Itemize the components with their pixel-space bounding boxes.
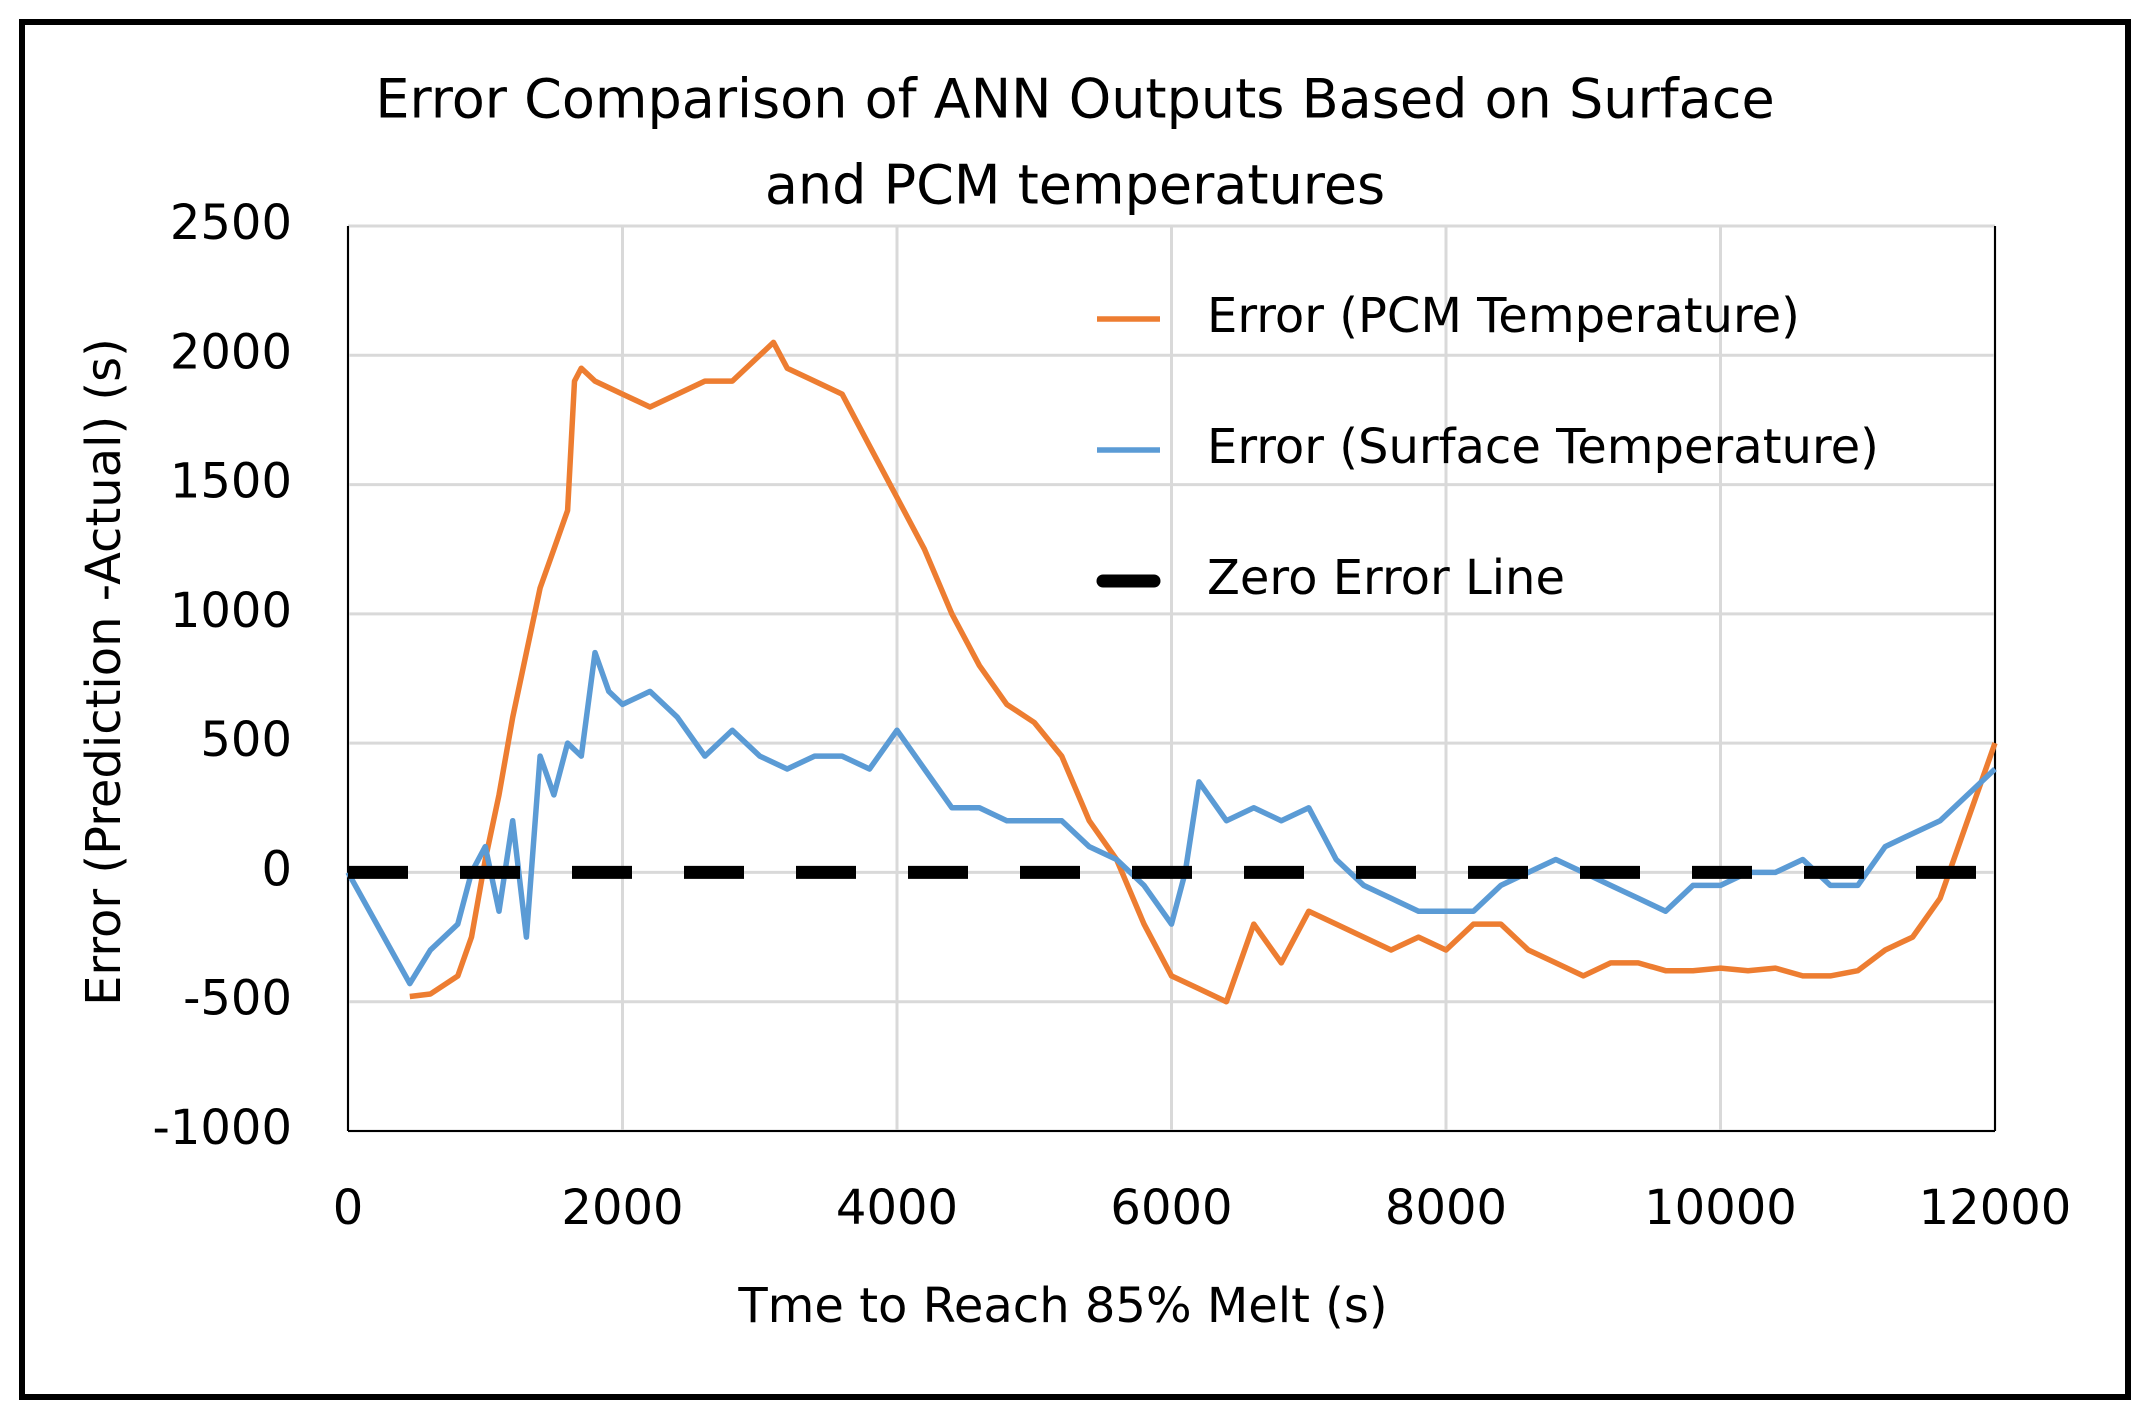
y-tick-label: 1500 xyxy=(170,454,292,510)
x-tick-label: 6000 xyxy=(1110,1180,1232,1236)
y-tick-label: 2500 xyxy=(170,195,292,251)
x-tick-label: 2000 xyxy=(561,1180,683,1236)
frame xyxy=(19,19,2131,1400)
y-tick-label: 1000 xyxy=(170,583,292,639)
x-axis-label: Tme to Reach 85% Melt (s) xyxy=(737,1278,1387,1334)
x-tick-label: 4000 xyxy=(836,1180,958,1236)
series-line xyxy=(409,339,1998,1005)
series-line xyxy=(345,649,1997,987)
x-tick-label: 12000 xyxy=(1919,1180,2072,1236)
y-tick-label: 2000 xyxy=(170,324,292,380)
x-tick-label: 10000 xyxy=(1644,1180,1797,1236)
y-tick-label: -500 xyxy=(183,971,292,1027)
y-tick-label: -1000 xyxy=(153,1100,292,1156)
y-tick-label: 500 xyxy=(200,712,292,768)
legend-label: Zero Error Line xyxy=(1207,550,1565,606)
y-tick-label: 0 xyxy=(261,841,292,897)
y-axis-label: Error (Prediction -Actual) (s) xyxy=(76,338,132,1006)
chart-title: and PCM temperatures xyxy=(765,154,1385,217)
legend-label: Error (PCM Temperature) xyxy=(1207,288,1800,344)
x-tick-label: 0 xyxy=(333,1180,364,1236)
chart-title: Error Comparison of ANN Outputs Based on… xyxy=(375,68,1774,131)
x-tick-label: 8000 xyxy=(1385,1180,1507,1236)
legend-label: Error (Surface Temperature) xyxy=(1207,419,1879,475)
